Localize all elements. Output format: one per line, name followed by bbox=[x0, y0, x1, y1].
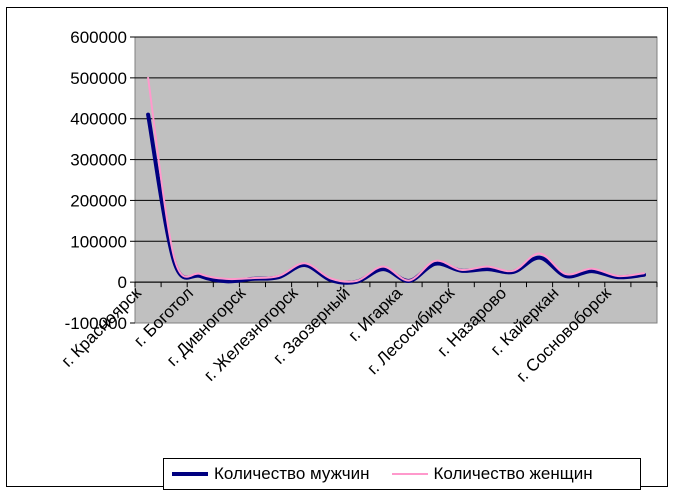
y-tick-label: 100000 bbox=[70, 232, 127, 251]
line-chart: -100000 0 100000 200000 300000 400000 500000 60… bbox=[58, 28, 658, 386]
y-tick-label: 400000 bbox=[70, 110, 127, 129]
y-tick-label: -100000 bbox=[65, 314, 127, 333]
y-tick-label: 300000 bbox=[70, 151, 127, 170]
legend: Количество мужчин Количество женщин bbox=[163, 458, 641, 490]
legend-swatch-men bbox=[172, 472, 208, 476]
y-tick-label: 500000 bbox=[70, 69, 127, 88]
y-tick-label: 600000 bbox=[70, 28, 127, 47]
series-line-women bbox=[147, 76, 645, 283]
legend-label-women: Количество женщин bbox=[433, 464, 593, 483]
y-tick-label: 0 bbox=[118, 273, 127, 292]
legend-item-men: Количество мужчин bbox=[172, 464, 370, 484]
legend-item-women: Количество женщин bbox=[391, 464, 593, 484]
y-tick-label: 200000 bbox=[70, 191, 127, 210]
series-line-men bbox=[146, 112, 646, 285]
chart-frame: -100000 0 100000 200000 300000 400000 500000 60… bbox=[6, 7, 668, 490]
legend-label-men: Количество мужчин bbox=[214, 464, 370, 483]
legend-swatch-women bbox=[391, 473, 428, 475]
